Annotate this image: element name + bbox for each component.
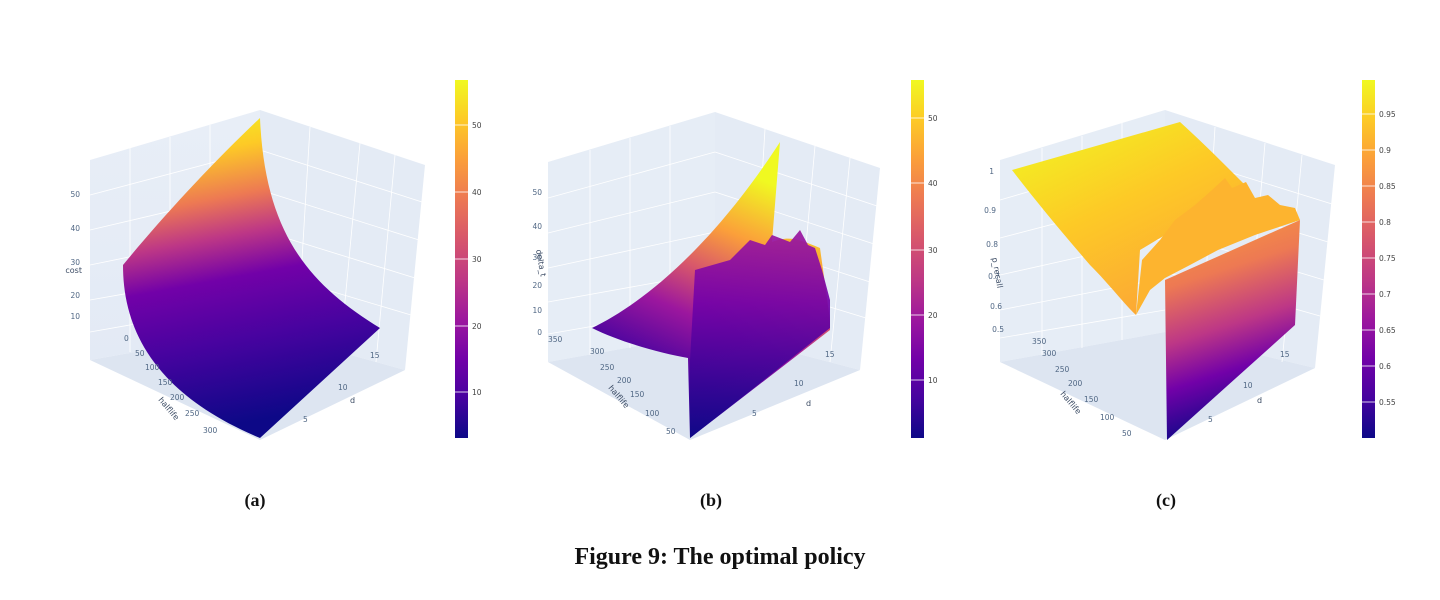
x-tick-label: 150 [630, 390, 645, 399]
x-tick-label: 250 [600, 363, 615, 372]
z-axis-ticks: 1 0.9 0.8 0.7 0.6 0.5 p_recall [984, 167, 1004, 334]
x-tick-label: 150 [1084, 395, 1099, 404]
x-tick-label: 150 [158, 378, 173, 387]
y-axis-title: d [806, 399, 811, 408]
colorbar: 0.55 0.6 0.65 0.7 0.75 0.8 0.85 0.9 0.95 [1362, 80, 1396, 438]
colorbar-tick: 40 [472, 188, 482, 197]
x-tick-label: 200 [617, 376, 632, 385]
z-tick-label: 0.7 [988, 272, 1000, 281]
subfigure-label-a: (a) [244, 490, 266, 510]
z-tick-label: 0.9 [984, 206, 996, 215]
y-axis-ticks: 5 10 15 d [752, 350, 835, 418]
colorbar-tick: 50 [928, 114, 938, 123]
x-tick-label: 50 [666, 427, 676, 436]
figure-caption: Figure 9: The optimal policy [574, 544, 866, 570]
colorbar-tick: 20 [472, 322, 482, 331]
panel-b: 50 40 30 20 10 0 delta_t 350 300 250 200… [490, 70, 938, 460]
x-tick-label: 350 [1032, 337, 1047, 346]
z-tick-label: 0.5 [992, 325, 1004, 334]
y-tick-label: 5 [752, 409, 757, 418]
colorbar-tick: 0.8 [1379, 218, 1391, 227]
colorbar-tick: 0.65 [1379, 326, 1396, 335]
colorbar-gradient [1362, 80, 1375, 438]
colorbar-tick: 40 [928, 179, 938, 188]
z-axis-title: cost [65, 266, 82, 275]
z-tick-label: 0.8 [986, 240, 998, 249]
z-axis-ticks: 50 40 30 20 10 cost [65, 190, 82, 321]
colorbar-tick: 0.7 [1379, 290, 1391, 299]
colorbar-tick: 0.95 [1379, 110, 1396, 119]
panel-c: 1 0.9 0.8 0.7 0.6 0.5 p_recall 350 300 2… [950, 70, 1396, 460]
colorbar-tick: 30 [928, 246, 938, 255]
x-tick-label: 50 [1122, 429, 1132, 438]
x-tick-label: 200 [170, 393, 185, 402]
z-tick-label: 1 [989, 167, 994, 176]
colorbar-tick: 0.75 [1379, 254, 1396, 263]
colorbar-tick: 10 [472, 388, 482, 397]
y-tick-label: 10 [794, 379, 804, 388]
surface-c-face [1165, 220, 1300, 440]
x-tick-label: 50 [135, 349, 145, 358]
z-tick-label: 10 [532, 306, 542, 315]
y-axis-title: d [1257, 396, 1262, 405]
y-axis-title: d [350, 396, 355, 405]
z-tick-label: 40 [70, 224, 80, 233]
z-tick-label: 0.6 [990, 302, 1002, 311]
surface-plot-b: 50 40 30 20 10 0 delta_t 350 300 250 200… [532, 80, 938, 440]
z-tick-label: 50 [70, 190, 80, 199]
x-tick-label: 250 [185, 409, 200, 418]
y-axis-ticks: 5 10 15 d [1208, 350, 1290, 424]
subfigure-label-c: (c) [1156, 490, 1176, 510]
y-tick-label: 10 [1243, 381, 1253, 390]
surface-plot-a: 50 40 30 20 10 cost 0 50 100 150 200 250… [65, 80, 482, 440]
z-axis-ticks: 50 40 30 20 10 0 delta_t [532, 188, 547, 337]
z-tick-label: 20 [70, 291, 80, 300]
z-tick-label: 0 [537, 328, 542, 337]
y-axis-ticks: 5 10 15 d [303, 351, 380, 424]
surface-plot-c: 1 0.9 0.8 0.7 0.6 0.5 p_recall 350 300 2… [984, 80, 1396, 440]
z-tick-label: 40 [532, 222, 542, 231]
z-tick-label: 30 [532, 253, 542, 262]
x-tick-label: 100 [145, 363, 160, 372]
y-tick-label: 5 [303, 415, 308, 424]
surface-c-top [1012, 122, 1250, 315]
x-tick-label: 250 [1055, 365, 1070, 374]
x-tick-label: 0 [124, 334, 129, 343]
z-tick-label: 30 [70, 258, 80, 267]
z-tick-label: 10 [70, 312, 80, 321]
z-tick-label: 20 [532, 281, 542, 290]
x-tick-label: 100 [645, 409, 660, 418]
surface-a [123, 118, 380, 438]
x-tick-label: 100 [1100, 413, 1115, 422]
z-axis-title: delta_t [534, 249, 548, 278]
colorbar: 10 20 30 40 50 [455, 80, 482, 438]
colorbar-tick: 20 [928, 311, 938, 320]
y-tick-label: 15 [825, 350, 835, 359]
surface-b-noise [690, 230, 830, 438]
y-tick-label: 5 [1208, 415, 1213, 424]
x-tick-label: 300 [590, 347, 605, 356]
x-tick-label: 300 [203, 426, 218, 435]
z-tick-label: 50 [532, 188, 542, 197]
x-tick-label: 200 [1068, 379, 1083, 388]
colorbar-tick: 50 [472, 121, 482, 130]
colorbar-tick: 10 [928, 376, 938, 385]
colorbar: 10 20 30 40 50 [911, 80, 938, 438]
colorbar-tick: 0.55 [1379, 398, 1396, 407]
colorbar-tick: 0.6 [1379, 362, 1391, 371]
y-tick-label: 15 [370, 351, 380, 360]
surface-c-noise [1136, 178, 1300, 315]
colorbar-tick: 0.85 [1379, 182, 1396, 191]
colorbar-gradient [911, 80, 924, 438]
panel-a: 50 40 30 20 10 cost 0 50 100 150 200 250… [20, 70, 482, 460]
colorbar-tick: 0.9 [1379, 146, 1391, 155]
colorbar-tick: 30 [472, 255, 482, 264]
y-tick-label: 15 [1280, 350, 1290, 359]
x-tick-label: 350 [548, 335, 563, 344]
subfigure-label-b: (b) [700, 490, 722, 510]
y-tick-label: 10 [338, 383, 348, 392]
x-tick-label: 300 [1042, 349, 1057, 358]
